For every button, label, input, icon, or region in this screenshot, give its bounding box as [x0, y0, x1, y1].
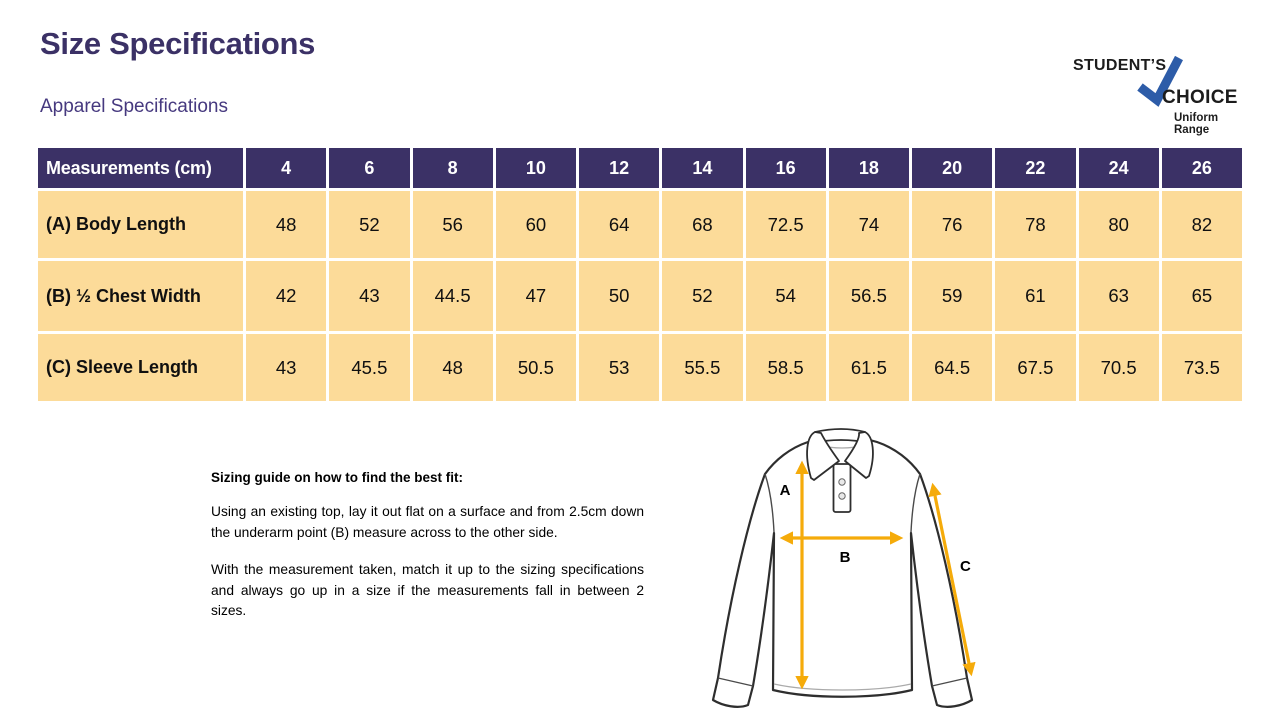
table-cell: 73.5 — [1161, 334, 1242, 401]
table-header-size: 26 — [1161, 148, 1242, 188]
table-cell: 45.5 — [329, 334, 410, 401]
page-subtitle: Apparel Specifications — [40, 96, 228, 117]
size-table: Measurements (cm) 4 6 8 10 12 14 16 18 20 22 24 26 (A… — [38, 148, 1242, 401]
table-row-label: (A) Body Length — [38, 191, 243, 258]
table-cell: 72.5 — [745, 191, 826, 258]
collar-right-flap — [844, 431, 874, 479]
table-header-size: 24 — [1078, 148, 1159, 188]
table-header-size: 20 — [912, 148, 993, 188]
sizing-guide-paragraph-1: Using an existing top, lay it out flat o… — [211, 504, 644, 540]
table-cell: 74 — [828, 191, 909, 258]
table-cell: 67.5 — [995, 334, 1076, 401]
table-cell: 61.5 — [828, 334, 909, 401]
table-header-size: 12 — [579, 148, 660, 188]
table-header-size: 22 — [995, 148, 1076, 188]
brand-tagline: Uniform Range — [1174, 112, 1219, 136]
table-cell: 64 — [579, 191, 660, 258]
table-cell: 48 — [246, 191, 327, 258]
table-cell: 63 — [1078, 261, 1159, 331]
brand-logo: STUDENT’S CHOICE Uniform Range — [1073, 55, 1247, 136]
sizing-guide-heading: Sizing guide on how to find the best fit… — [211, 470, 463, 485]
table-cell: 52 — [329, 191, 410, 258]
table-cell: 68 — [662, 191, 743, 258]
table-cell: 56.5 — [828, 261, 909, 331]
table-header-size: 10 — [495, 148, 576, 188]
table-cell: 50.5 — [495, 334, 576, 401]
table-cell: 70.5 — [1078, 334, 1159, 401]
label-a: A — [780, 482, 791, 499]
table-cell: 43 — [246, 334, 327, 401]
table-cell: 50 — [579, 261, 660, 331]
table-row-label: (B) ½ Chest Width — [38, 261, 243, 331]
sizing-guide: Sizing guide on how to find the best fit… — [211, 470, 644, 622]
table-cell: 60 — [495, 191, 576, 258]
label-b: B — [840, 549, 851, 566]
table-cell: 76 — [912, 191, 993, 258]
table-cell: 42 — [246, 261, 327, 331]
page-title: Size Specifications — [40, 26, 316, 61]
table-cell: 48 — [412, 334, 493, 401]
table-cell: 56 — [412, 191, 493, 258]
sleeve-length-arrow — [928, 482, 976, 677]
table-cell: 58.5 — [745, 334, 826, 401]
table-header-size: 18 — [828, 148, 909, 188]
table-header-size: 14 — [662, 148, 743, 188]
table-cell: 65 — [1161, 261, 1242, 331]
table-cell: 78 — [995, 191, 1076, 258]
table-cell: 55.5 — [662, 334, 743, 401]
table-row-label: (C) Sleeve Length — [38, 334, 243, 401]
button-icon — [838, 492, 846, 500]
table-header-measurements: Measurements (cm) — [38, 148, 243, 188]
table-cell: 54 — [745, 261, 826, 331]
table-cell: 43 — [329, 261, 410, 331]
brand-name-bottom: CHOICE — [1162, 87, 1238, 108]
placket — [832, 463, 852, 513]
sizing-guide-paragraph-2: With the measurement taken, match it up … — [211, 562, 644, 618]
checkmark-icon — [1137, 55, 1183, 107]
table-cell: 52 — [662, 261, 743, 331]
table-cell: 47 — [495, 261, 576, 331]
table-cell: 82 — [1161, 191, 1242, 258]
table-cell: 59 — [912, 261, 993, 331]
shirt-diagram: A B C — [690, 428, 1010, 720]
collar-left-flap — [806, 431, 840, 481]
table-header-size: 4 — [246, 148, 327, 188]
table-header-size: 8 — [412, 148, 493, 188]
table-cell: 53 — [579, 334, 660, 401]
button-icon — [838, 478, 846, 486]
table-cell: 64.5 — [912, 334, 993, 401]
table-header-size: 6 — [329, 148, 410, 188]
table-cell: 80 — [1078, 191, 1159, 258]
shirt-outline — [711, 435, 974, 708]
brand-name-top: STUDENT’S — [1073, 57, 1167, 74]
table-cell: 61 — [995, 261, 1076, 331]
table-header-size: 16 — [745, 148, 826, 188]
label-c: C — [960, 558, 971, 575]
table-cell: 44.5 — [412, 261, 493, 331]
